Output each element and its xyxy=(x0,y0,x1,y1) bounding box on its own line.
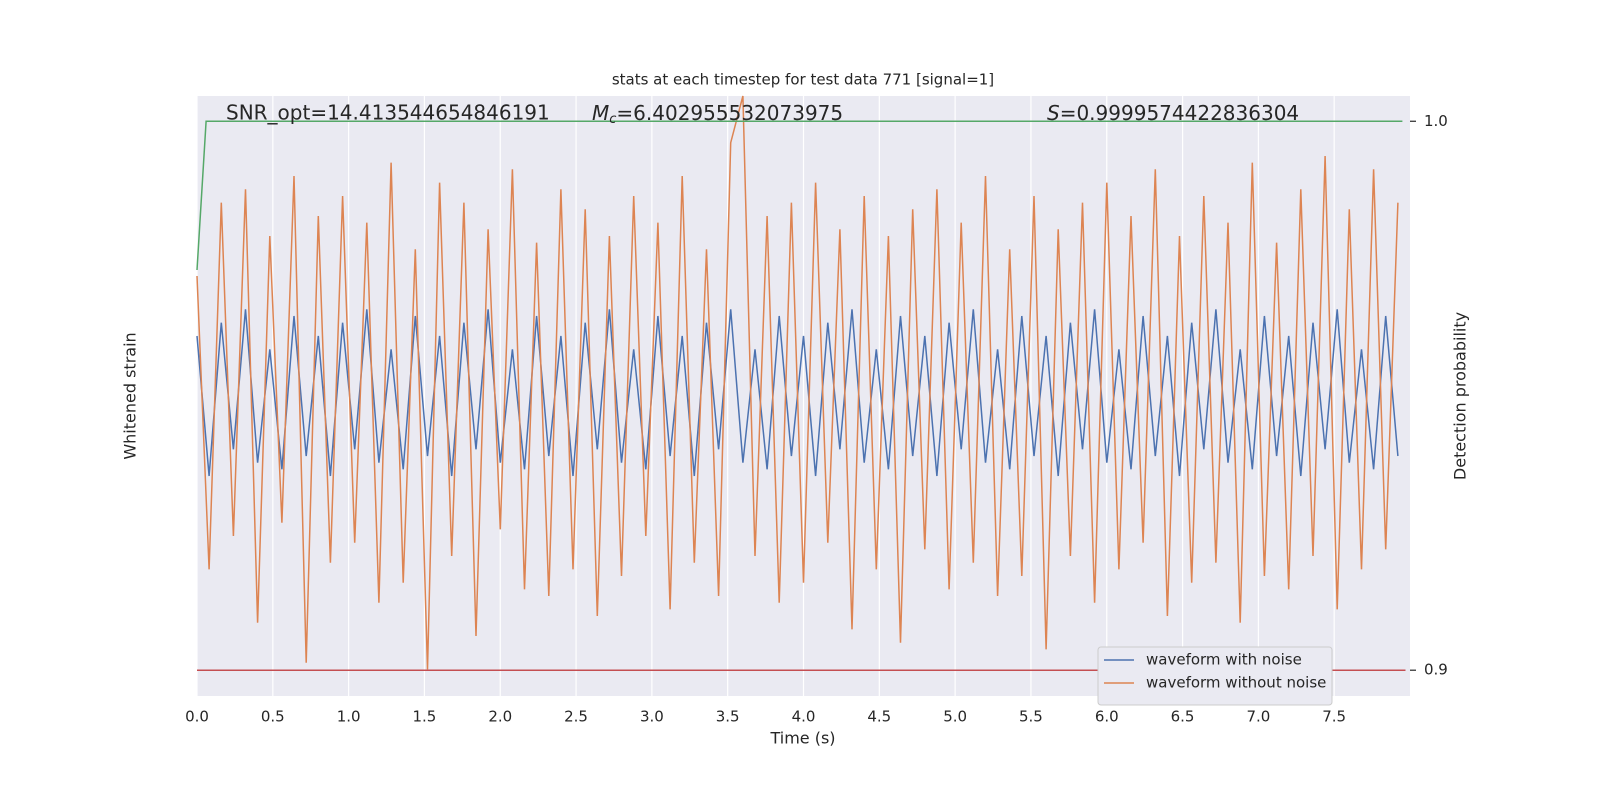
legend-label: waveform with noise xyxy=(1146,651,1302,669)
x-tick-label: 7.5 xyxy=(1322,708,1346,726)
x-axis-label: Time (s) xyxy=(769,729,835,748)
annotation-text: =6.402955532073975 xyxy=(616,101,843,125)
x-tick-label: 1.5 xyxy=(413,708,437,726)
annotation-symbol: S xyxy=(1047,101,1060,125)
series-line xyxy=(196,95,1399,670)
annotation: Mc=6.402955532073975 xyxy=(592,101,843,127)
y2-axis-label: Detection probability xyxy=(1451,312,1470,480)
x-tick-label: 3.0 xyxy=(640,708,664,726)
legend: waveform with noise waveform without nois… xyxy=(1097,646,1333,706)
x-tick-label: 4.5 xyxy=(867,708,891,726)
x-tick-label: 0.5 xyxy=(261,708,285,726)
annotation: SNR_opt=14.413544654846191 xyxy=(226,101,550,125)
x-tick-label: 0.0 xyxy=(185,708,209,726)
x-tick-label: 7.0 xyxy=(1246,708,1270,726)
x-tick-label: 6.0 xyxy=(1095,708,1119,726)
series-line xyxy=(196,120,1403,271)
legend-box xyxy=(1097,646,1333,706)
legend-label: waveform without noise xyxy=(1146,674,1326,692)
y2-tick-label: 0.9 xyxy=(1424,661,1448,679)
x-tick-label: 1.0 xyxy=(337,708,361,726)
x-tick-label: 4.0 xyxy=(792,708,816,726)
x-tick-label: 5.5 xyxy=(1019,708,1043,726)
annotation-text: =0.9999574422836304 xyxy=(1060,101,1299,125)
y-axis-label: Whitened strain xyxy=(121,332,140,459)
x-tick-label: 3.5 xyxy=(716,708,740,726)
x-tick-label: 5.0 xyxy=(943,708,967,726)
x-tick-label: 2.5 xyxy=(564,708,588,726)
y2-tick-label: 1.0 xyxy=(1424,112,1448,130)
x-tick-label: 2.0 xyxy=(488,708,512,726)
annotation: S=0.9999574422836304 xyxy=(1047,101,1299,125)
annotation-symbol: M xyxy=(592,101,609,125)
annotation-subscript: c xyxy=(609,112,616,127)
x-tick-label: 6.5 xyxy=(1171,708,1195,726)
chart-title: stats at each timestep for test data 771… xyxy=(612,71,994,89)
